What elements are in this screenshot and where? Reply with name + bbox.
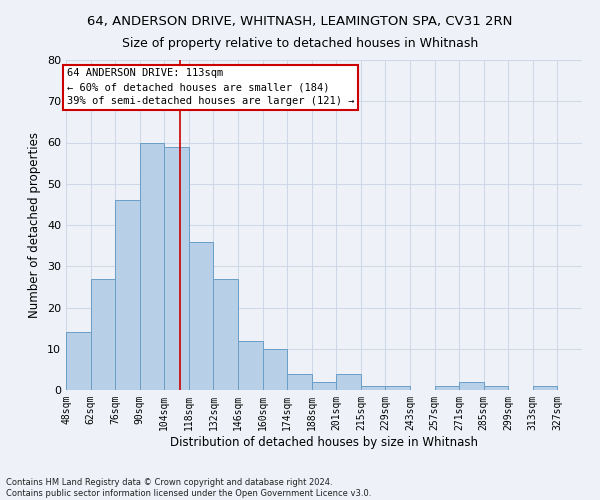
Bar xyxy=(287,374,312,390)
Bar xyxy=(361,386,385,390)
Bar xyxy=(459,382,484,390)
Y-axis label: Number of detached properties: Number of detached properties xyxy=(28,132,41,318)
Bar xyxy=(336,374,361,390)
Bar xyxy=(434,386,459,390)
Bar xyxy=(214,278,238,390)
Bar xyxy=(238,340,263,390)
Text: Contains HM Land Registry data © Crown copyright and database right 2024.
Contai: Contains HM Land Registry data © Crown c… xyxy=(6,478,371,498)
Bar xyxy=(140,142,164,390)
Text: Size of property relative to detached houses in Whitnash: Size of property relative to detached ho… xyxy=(122,38,478,51)
Bar xyxy=(484,386,508,390)
Text: 64, ANDERSON DRIVE, WHITNASH, LEAMINGTON SPA, CV31 2RN: 64, ANDERSON DRIVE, WHITNASH, LEAMINGTON… xyxy=(88,15,512,28)
Bar xyxy=(66,332,91,390)
X-axis label: Distribution of detached houses by size in Whitnash: Distribution of detached houses by size … xyxy=(170,436,478,448)
Bar xyxy=(385,386,410,390)
Bar xyxy=(189,242,214,390)
Bar xyxy=(164,146,189,390)
Bar xyxy=(312,382,336,390)
Bar xyxy=(91,278,115,390)
Bar xyxy=(115,200,140,390)
Bar xyxy=(533,386,557,390)
Bar xyxy=(263,349,287,390)
Text: 64 ANDERSON DRIVE: 113sqm
← 60% of detached houses are smaller (184)
39% of semi: 64 ANDERSON DRIVE: 113sqm ← 60% of detac… xyxy=(67,68,355,106)
